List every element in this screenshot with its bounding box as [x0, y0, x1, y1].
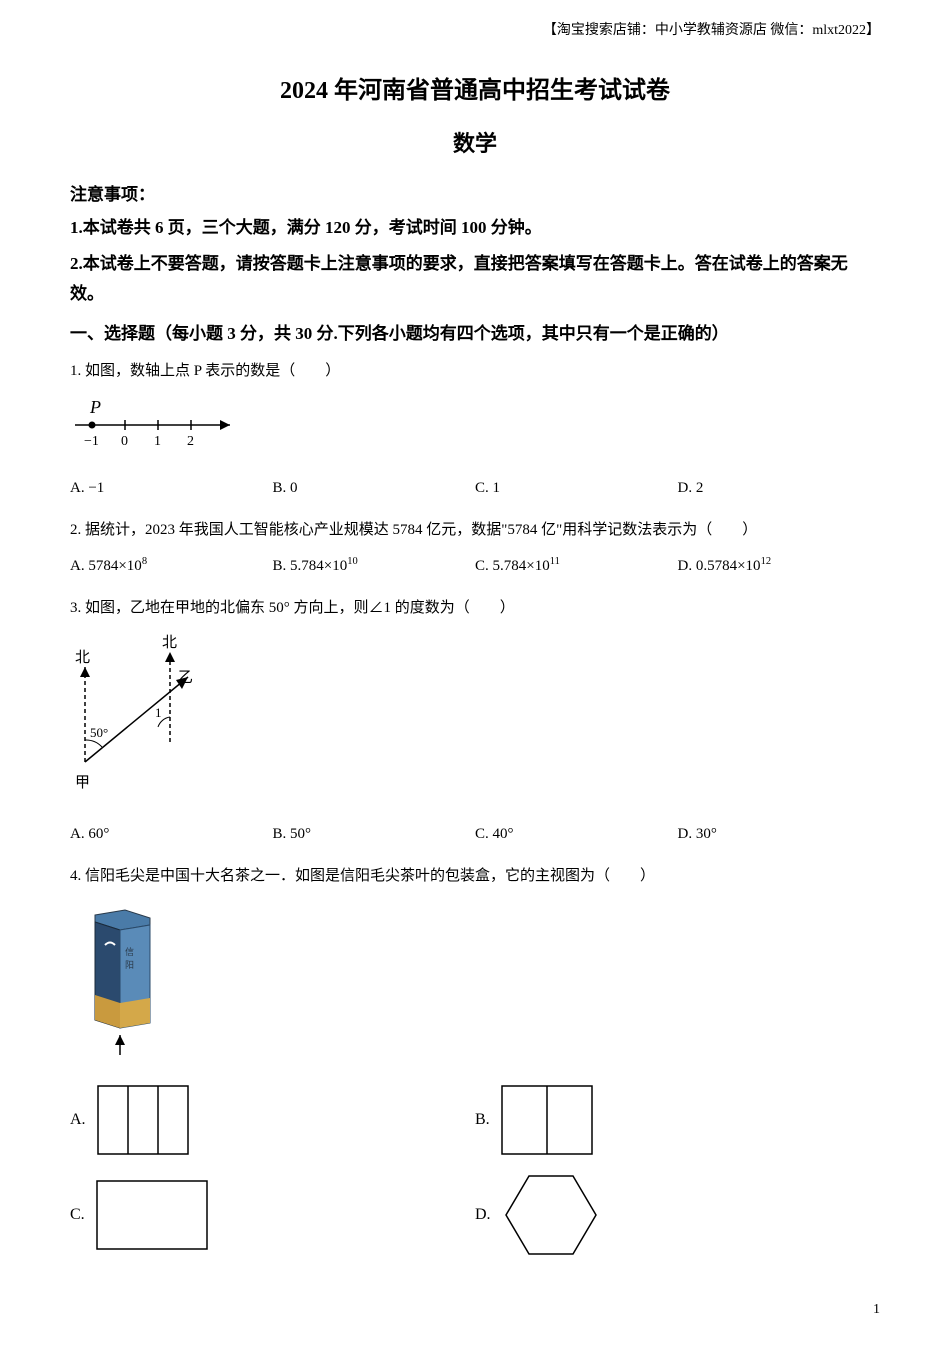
title-sub: 数学: [70, 126, 880, 161]
q3-diagram: 北 北 乙 50° 1 甲: [70, 632, 880, 811]
q2-opt-d: D. 0.5784×1012: [678, 554, 881, 578]
q1-numberline: P −1 0 1 2: [70, 395, 880, 464]
q3-yi: 乙: [178, 670, 193, 686]
notice-2: 2.本试卷上不要答题，请按答题卡上注意事项的要求，直接把答案填写在答题卡上。答在…: [70, 249, 880, 310]
q4-row-1: A. B.: [70, 1084, 880, 1156]
title-main: 2024 年河南省普通高中招生考试试卷: [70, 72, 880, 110]
notice-1: 1.本试卷共 6 页，三个大题，满分 120 分，考试时间 100 分钟。: [70, 213, 880, 244]
q3-opt-d: D. 30°: [678, 822, 881, 846]
q1-P-label: P: [89, 397, 101, 417]
q1-text: 1. 如图，数轴上点 P 表示的数是（ ）: [70, 359, 880, 383]
q2-text: 2. 据统计，2023 年我国人工智能核心产业规模达 5784 亿元，数据"57…: [70, 518, 880, 542]
q3-options: A. 60° B. 50° C. 40° D. 30°: [70, 822, 880, 846]
q4-opt-c: C.: [70, 1171, 475, 1259]
section-title: 一、选择题（每小题 3 分，共 30 分.下列各小题均有四个选项，其中只有一个是…: [70, 320, 880, 347]
q3-opt-c: C. 40°: [475, 822, 678, 846]
q1-options: A. −1 B. 0 C. 1 D. 2: [70, 476, 880, 500]
q4-opt-a: A.: [70, 1084, 475, 1156]
q3-bei-1: 北: [75, 649, 90, 666]
page-number: 1: [70, 1299, 880, 1321]
header-note: 【淘宝搜索店铺：中小学教辅资源店 微信：mlxt2022】: [70, 20, 880, 42]
q1-opt-a: A. −1: [70, 476, 273, 500]
q1-tick-2: 2: [187, 434, 194, 449]
q2-opt-c: C. 5.784×1011: [475, 554, 678, 578]
svg-text:信: 信: [125, 946, 134, 957]
q3-jia: 甲: [75, 775, 90, 791]
q3-text: 3. 如图，乙地在甲地的北偏东 50° 方向上，则∠1 的度数为（ ）: [70, 596, 880, 620]
q1-opt-b: B. 0: [273, 476, 476, 500]
q1-tick-0: 0: [121, 434, 128, 449]
q4-text: 4. 信阳毛尖是中国十大名茶之一．如图是信阳毛尖茶叶的包装盒，它的主视图为（ ）: [70, 864, 880, 888]
svg-text:阳: 阳: [125, 960, 134, 970]
q2-options: A. 5784×108 B. 5.784×1010 C. 5.784×1011 …: [70, 554, 880, 578]
q3-one: 1: [155, 705, 162, 720]
q1-tick-1: 1: [154, 434, 161, 449]
q4-row-2: C. D.: [70, 1171, 880, 1259]
q1-tick-neg1: −1: [84, 434, 99, 449]
q4-box-image: 信 阳: [70, 900, 880, 1069]
q2-opt-a: A. 5784×108: [70, 554, 273, 578]
notice-label: 注意事项：: [70, 181, 880, 208]
q2-opt-b: B. 5.784×1010: [273, 554, 476, 578]
q3-opt-a: A. 60°: [70, 822, 273, 846]
q4-opt-d: D.: [475, 1171, 880, 1259]
q3-angle: 50°: [90, 725, 108, 740]
q1-opt-d: D. 2: [678, 476, 881, 500]
q3-bei-2: 北: [162, 634, 177, 651]
q4-opt-b: B.: [475, 1084, 880, 1156]
q1-opt-c: C. 1: [475, 476, 678, 500]
q3-opt-b: B. 50°: [273, 822, 476, 846]
